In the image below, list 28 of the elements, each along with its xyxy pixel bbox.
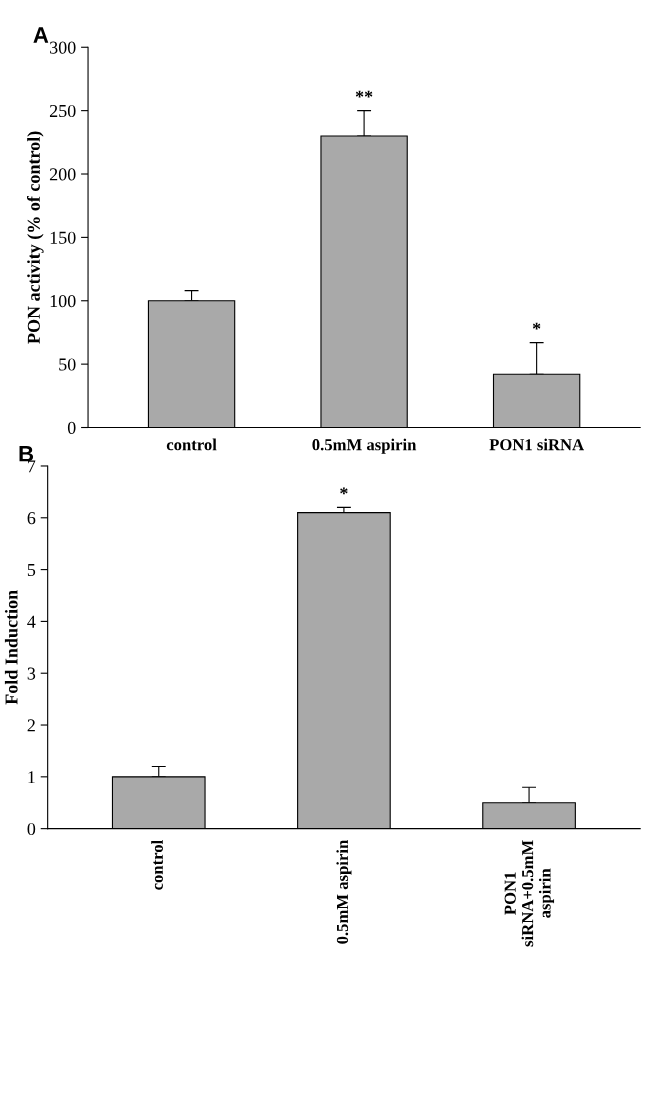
x-tick-label: 0.5mM aspirin xyxy=(336,840,352,944)
y-tick-label: 1 xyxy=(28,771,35,784)
y-tick-label: 150 xyxy=(50,231,76,244)
y-tick-label: 200 xyxy=(49,168,76,181)
y-axis-title: PON activity (% of control) xyxy=(26,131,44,344)
y-tick-label: 50 xyxy=(59,358,76,371)
annotation: * xyxy=(532,322,541,330)
x-tick-label: 0.5mM aspirin xyxy=(312,438,417,454)
y-axis-title: Fold Induction xyxy=(4,590,18,705)
y-tick-label: 0 xyxy=(67,421,76,434)
x-tick-label: control xyxy=(166,438,217,451)
annotation: ** xyxy=(355,90,373,98)
y-tick-label: 100 xyxy=(50,295,76,308)
y-tick-label: 4 xyxy=(27,615,36,628)
y-tick-label: 0 xyxy=(27,822,36,836)
y-tick-label: 7 xyxy=(28,460,36,473)
chart-title: A xyxy=(33,27,49,43)
x-tick-label: control xyxy=(151,840,163,890)
annotation: * xyxy=(340,487,348,495)
chart-title: B xyxy=(19,446,34,462)
y-tick-label: 5 xyxy=(27,564,36,577)
y-tick-label: 250 xyxy=(49,104,76,118)
x-tick-label: PON1 siRNA xyxy=(489,438,584,451)
y-tick-label: 6 xyxy=(27,512,36,525)
y-tick-label: 2 xyxy=(27,719,35,732)
y-tick-label: 3 xyxy=(27,667,36,680)
y-tick-label: 300 xyxy=(50,41,76,54)
x-tick-label: PON1 siRNA+0.5mM aspirin xyxy=(504,840,555,947)
